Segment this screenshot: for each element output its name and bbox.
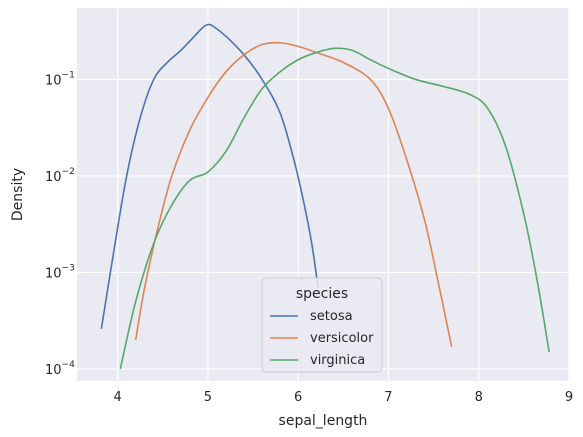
y-tick-base: 10 [45, 363, 62, 378]
series-lines [100, 23, 550, 370]
y-tick-exponent: −4 [62, 360, 76, 370]
series-line-versicolor [134, 41, 453, 347]
legend: species setosa versicolor virginica [261, 277, 383, 373]
series-line-setosa [100, 23, 319, 330]
legend-label-setosa: setosa [310, 309, 353, 324]
y-tick-label: 10−1 [45, 70, 75, 88]
y-tick-exponent: −1 [62, 70, 75, 80]
y-tick-base: 10 [45, 266, 62, 281]
legend-box [261, 277, 383, 373]
x-tick-label: 9 [565, 390, 573, 405]
x-tick-label: 5 [204, 390, 212, 405]
x-tick-label: 4 [113, 390, 121, 405]
legend-label-versicolor: versicolor [310, 331, 374, 346]
y-tick-exponent: −3 [62, 263, 75, 273]
legend-title: species [296, 286, 348, 302]
x-tick-label: 7 [384, 390, 392, 405]
y-axis-label: Density [10, 168, 26, 221]
x-axis-ticks: 4 5 6 7 8 9 [113, 390, 573, 405]
y-tick-label: 10−3 [45, 263, 75, 281]
y-tick-base: 10 [45, 73, 62, 88]
x-tick-label: 8 [475, 390, 483, 405]
y-tick-label: 10−4 [45, 360, 75, 378]
y-tick-exponent: −2 [62, 167, 75, 177]
legend-label-virginica: virginica [310, 353, 365, 368]
x-axis-label: sepal_length [279, 413, 368, 429]
y-axis-ticks: 10−410−310−210−1 [45, 70, 75, 377]
x-tick-label: 6 [294, 390, 302, 405]
y-tick-label: 10−2 [45, 167, 75, 185]
series-line-virginica [119, 47, 550, 370]
y-tick-base: 10 [45, 170, 62, 185]
grid-lines [77, 8, 570, 381]
